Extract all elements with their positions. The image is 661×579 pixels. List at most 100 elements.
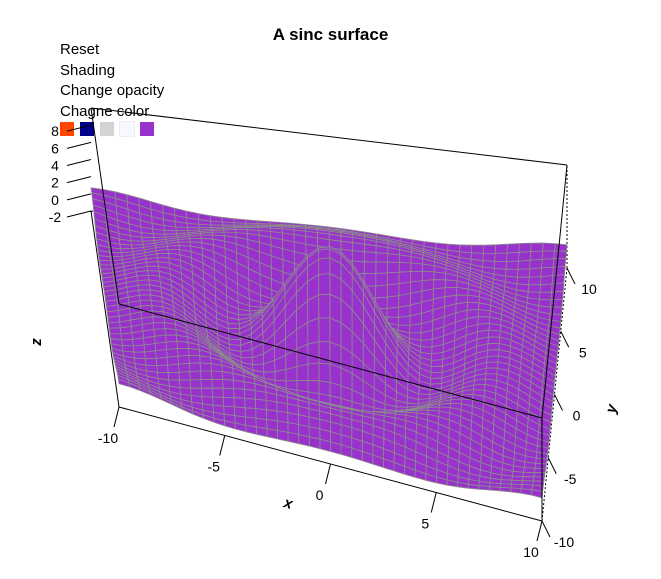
surface-patch bbox=[494, 252, 508, 262]
surface-patch bbox=[200, 370, 213, 381]
box-edge-back-top bbox=[90, 107, 568, 166]
shading-button[interactable]: Shading bbox=[60, 61, 116, 79]
swatch-orange[interactable] bbox=[60, 122, 74, 136]
surface-patch bbox=[518, 242, 532, 253]
surface-patch bbox=[211, 378, 224, 389]
surface-patch bbox=[222, 396, 235, 408]
surface-patch bbox=[444, 279, 458, 289]
x-tick bbox=[325, 463, 331, 485]
z-tick bbox=[66, 124, 92, 132]
surface-patch bbox=[167, 363, 180, 374]
surface-patch bbox=[550, 298, 563, 308]
surface-patch bbox=[318, 257, 331, 276]
y-tick-label: 10 bbox=[581, 281, 597, 297]
surface-patch bbox=[352, 250, 365, 263]
surface-patch bbox=[529, 250, 543, 261]
surface-patch bbox=[285, 366, 298, 382]
surface-patch bbox=[210, 363, 223, 373]
surface-patch bbox=[117, 378, 131, 388]
z-tick bbox=[66, 159, 92, 166]
surface-patch bbox=[363, 243, 377, 254]
surface-mesh bbox=[90, 187, 568, 499]
z-tick-label: 0 bbox=[51, 192, 59, 208]
surface-patch bbox=[189, 379, 202, 389]
surface-patch bbox=[318, 273, 331, 296]
surface-patch bbox=[542, 242, 556, 252]
surface-patch bbox=[177, 355, 190, 365]
x-axis-label: x bbox=[281, 494, 295, 513]
surface-patch bbox=[188, 362, 202, 373]
surface-patch bbox=[318, 293, 331, 319]
surface-patch bbox=[433, 271, 447, 281]
surface-patch bbox=[138, 289, 151, 296]
surface-patch bbox=[276, 430, 289, 442]
surface-patch bbox=[518, 251, 532, 262]
x-tick bbox=[536, 520, 543, 542]
surface-patch bbox=[386, 283, 400, 298]
swatch-purple[interactable] bbox=[140, 122, 154, 136]
surface-patch bbox=[386, 295, 400, 309]
surface-patch bbox=[478, 485, 491, 491]
surface-patch bbox=[529, 258, 543, 270]
surface-patch bbox=[527, 284, 541, 293]
surface-patch bbox=[232, 379, 245, 390]
surface-patch bbox=[212, 396, 225, 407]
surface-patch bbox=[485, 361, 499, 369]
swatch-lightgray[interactable] bbox=[100, 122, 114, 136]
surface-patch bbox=[387, 261, 400, 274]
surface-patch bbox=[132, 337, 145, 347]
surface-patch bbox=[506, 251, 520, 262]
box-edge-front-top bbox=[118, 303, 543, 419]
surface-patch bbox=[397, 315, 411, 326]
surface-patch bbox=[494, 243, 508, 254]
surface-patch bbox=[398, 271, 412, 285]
surface-patch bbox=[352, 242, 365, 253]
surface-patch bbox=[430, 365, 443, 373]
surface-patch bbox=[199, 355, 212, 365]
control-panel: Reset Shading Change opacity Chagne colo… bbox=[60, 40, 164, 122]
surface-patch bbox=[522, 476, 535, 482]
surface-patch bbox=[121, 339, 134, 347]
surface-patch bbox=[156, 364, 169, 374]
swatch-ghostwhite[interactable] bbox=[119, 121, 135, 137]
surface-patch bbox=[553, 250, 567, 260]
y-tick bbox=[541, 520, 551, 538]
surface-patch bbox=[255, 426, 268, 438]
surface-patch bbox=[551, 282, 565, 293]
surface-patch bbox=[245, 424, 257, 435]
z-tick-label: 6 bbox=[51, 140, 59, 156]
surface-patch bbox=[221, 221, 235, 226]
y-tick bbox=[560, 331, 570, 348]
surface-patch bbox=[296, 379, 309, 393]
surface-patch bbox=[132, 344, 146, 353]
surface-patch bbox=[486, 349, 500, 357]
surface-patch bbox=[530, 242, 544, 253]
surface-patch bbox=[298, 434, 310, 447]
reset-button[interactable]: Reset bbox=[60, 41, 100, 58]
surface-patch bbox=[488, 486, 501, 492]
surface-patch bbox=[541, 258, 555, 269]
surface-patch bbox=[488, 322, 502, 332]
surface-patch bbox=[138, 294, 152, 302]
surface-patch bbox=[307, 317, 320, 345]
surface-patch bbox=[473, 378, 486, 386]
surface-patch bbox=[541, 250, 555, 260]
surface-patch bbox=[329, 341, 342, 369]
z-axis-label: z bbox=[28, 338, 45, 347]
surface-patch bbox=[517, 259, 531, 270]
surface-patch bbox=[375, 284, 388, 299]
surface-patch bbox=[487, 329, 501, 338]
surface-patch bbox=[528, 276, 542, 286]
color-button[interactable]: Chagne color bbox=[60, 102, 150, 120]
surface-patch bbox=[551, 274, 565, 285]
surface-patch bbox=[176, 341, 189, 349]
surface-patch bbox=[467, 294, 480, 304]
surface-patch bbox=[398, 304, 411, 318]
surface-patch bbox=[509, 487, 522, 494]
surface-patch bbox=[227, 322, 240, 330]
opacity-button[interactable]: Change opacity bbox=[60, 82, 165, 99]
surface-patch bbox=[375, 261, 389, 274]
z-tick-label: 2 bbox=[51, 175, 59, 191]
surface-patch bbox=[137, 284, 151, 291]
surface-patch bbox=[421, 270, 435, 282]
